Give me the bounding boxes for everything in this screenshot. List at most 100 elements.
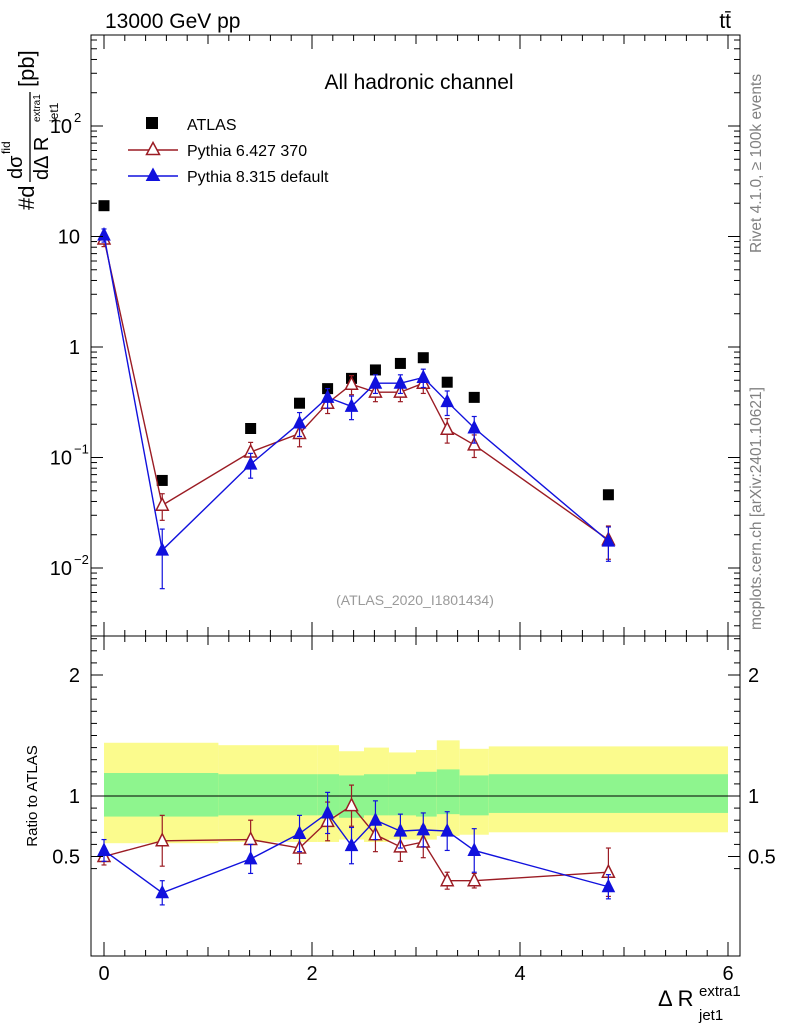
ratio-series-line [103, 804, 609, 882]
ratio-point-pythia8 [440, 822, 455, 837]
inner-uncertainty-band [218, 774, 318, 816]
ylabel-denominator-sup: extra1 [32, 94, 43, 122]
inner-uncertainty-band [388, 774, 416, 816]
ratio-point-pythia8 [368, 812, 383, 826]
inner-uncertainty-band [416, 771, 437, 817]
data-point-atlas [156, 474, 168, 486]
main-y-tick-label: 10 [50, 448, 72, 470]
mcplots-source-label: mcplots.cern.ch [arXiv:2401.10621] [748, 387, 765, 630]
ratio-point-pythia8 [320, 804, 335, 819]
ratio-point-pythia6 [439, 872, 455, 887]
main-panel-title: All hadronic channel [324, 71, 513, 94]
inner-uncertainty-band [459, 775, 489, 816]
series-1 [96, 230, 616, 560]
legend-label-atlas: ATLAS [187, 117, 237, 134]
series-0 [98, 200, 614, 501]
main-y-tick-label-exponent: −2 [74, 552, 89, 567]
data-point-pythia8 [243, 456, 258, 470]
ylabel-numerator-sup: fid [0, 141, 13, 154]
data-point-pythia6 [344, 375, 359, 391]
main-y-tick-label: 10 [58, 227, 80, 249]
ratio-series-0 [96, 784, 616, 898]
ratio-series-1 [97, 791, 616, 906]
ratio-panel-series [96, 784, 616, 906]
data-point-atlas [394, 357, 406, 369]
x-tick-label: 4 [514, 963, 525, 985]
main-y-tick-label: 10 [50, 116, 72, 138]
data-point-pythia8 [467, 419, 482, 434]
series-line [103, 234, 609, 552]
data-point-pythia8 [440, 393, 455, 408]
data-point-pythia8 [155, 542, 170, 556]
inner-uncertainty-band [488, 774, 728, 813]
ylabel-denominator-sub: jet1 [47, 102, 61, 123]
ratio-point-pythia8 [467, 842, 482, 856]
data-point-atlas [294, 397, 306, 409]
ratio-point-pythia8 [292, 825, 307, 840]
ratio-y-tick-label-left: 0.5 [52, 847, 80, 869]
main-y-axis-label: #d dσ fid dΔ R jet1 extra1 [pb] [0, 50, 61, 210]
series-2 [97, 226, 616, 590]
data-point-pythia6 [439, 420, 455, 436]
data-point-atlas [245, 422, 257, 434]
xlabel-sub: jet1 [698, 1007, 723, 1024]
ylabel-prefix: #d [14, 186, 39, 210]
main-y-tick-label-exponent: −1 [74, 442, 89, 457]
ylabel-numerator: dσ [5, 155, 27, 179]
ratio-point-pythia8 [344, 837, 359, 852]
data-point-pythia6 [467, 436, 482, 451]
x-axis-label: Δ R jet1 extra1 [658, 983, 741, 1024]
analysis-watermark: (ATLAS_2020_I1801434) [336, 592, 494, 608]
data-point-pythia8 [344, 398, 359, 412]
data-point-pythia8 [320, 389, 335, 403]
data-point-atlas [98, 200, 110, 212]
ratio-point-pythia8 [243, 850, 258, 865]
main-y-tick-label: 10 [50, 558, 72, 580]
data-point-atlas [468, 391, 480, 403]
legend: ATLAS Pythia 6.427 370 Pythia 8.315 defa… [128, 117, 329, 186]
inner-uncertainty-band [436, 769, 460, 815]
process-label: tt̄ [719, 10, 731, 33]
data-point-atlas [441, 376, 453, 388]
legend-label-pythia8: Pythia 8.315 default [187, 169, 329, 186]
ratio-panel-clip [91, 740, 740, 906]
ratio-y-axis-label: Ratio to ATLAS [24, 745, 41, 846]
inner-uncertainty-band [104, 773, 219, 817]
legend-label-pythia6: Pythia 6.427 370 [187, 143, 307, 160]
ratio-point-pythia8 [155, 884, 170, 899]
data-point-pythia8 [368, 375, 383, 389]
data-point-pythia8 [393, 375, 408, 389]
xlabel-main: Δ R [658, 986, 693, 1011]
ratio-uncertainty-bands [91, 740, 740, 844]
ratio-point-pythia8 [393, 822, 408, 837]
ratio-y-tick-label-right: 0.5 [748, 847, 776, 869]
ratio-point-pythia6 [155, 832, 170, 847]
main-y-tick-label-exponent: 2 [74, 110, 81, 125]
data-point-pythia6 [155, 496, 170, 511]
legend-entry-pythia6: Pythia 6.427 370 [128, 140, 307, 160]
inner-uncertainty-band [364, 774, 389, 816]
energy-label: 13000 GeV pp [105, 10, 240, 33]
x-tick-label: 6 [722, 963, 733, 985]
ylabel-denominator: dΔ R [31, 137, 53, 180]
ratio-y-tick-label-right: 1 [748, 786, 759, 808]
ratio-point-pythia8 [97, 842, 111, 856]
data-point-pythia8 [601, 533, 616, 547]
data-point-pythia8 [97, 226, 111, 241]
ratio-panel-axes: 0.5 0.5 1 1 2 2 0 2 4 6 [52, 636, 776, 985]
ratio-y-tick-label-left: 2 [69, 665, 80, 687]
main-y-tick-label: 1 [69, 337, 80, 359]
main-panel-series [96, 200, 616, 590]
xlabel-sup: extra1 [699, 983, 741, 1000]
ratio-point-pythia6 [344, 797, 359, 812]
x-tick-label: 2 [306, 963, 317, 985]
ratio-point-pythia8 [601, 878, 616, 893]
ratio-point-pythia8 [416, 821, 431, 836]
data-point-atlas [602, 489, 614, 501]
legend-entry-pythia8: Pythia 8.315 default [128, 167, 329, 186]
ratio-y-tick-label-left: 1 [69, 786, 80, 808]
data-point-atlas [369, 364, 381, 376]
x-tick-label: 0 [98, 963, 109, 985]
